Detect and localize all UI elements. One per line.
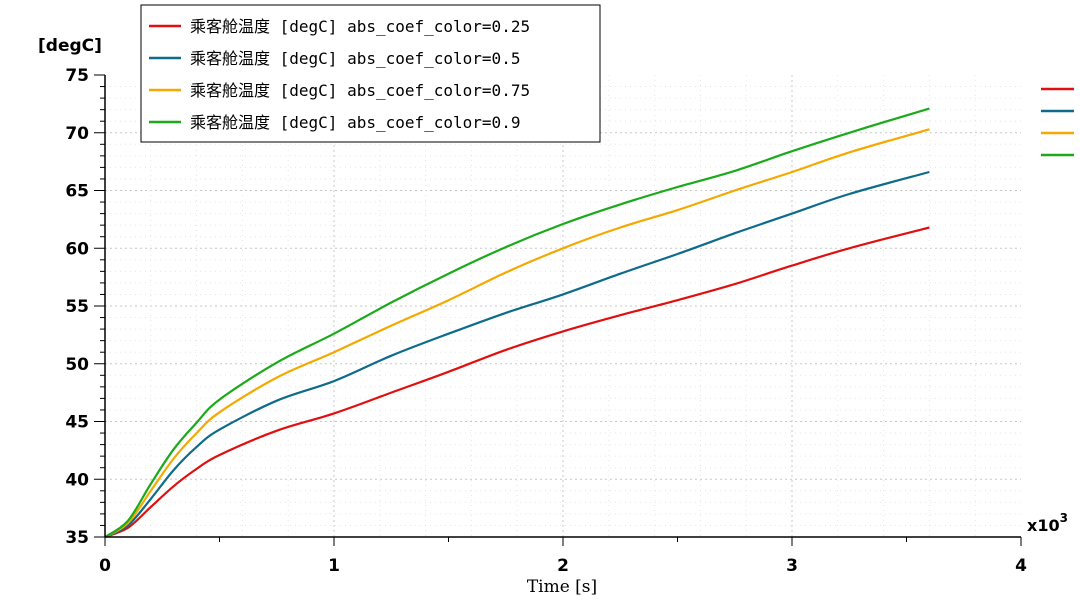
series-lines <box>104 107 930 539</box>
axes <box>94 74 1022 546</box>
series-line-3 <box>104 128 930 538</box>
legend-entry-label: 乘客舱温度 [degC] abs_coef_color=0.5 <box>190 49 520 68</box>
legend: 乘客舱温度 [degC] abs_coef_color=0.25 乘客舱温度 [d… <box>140 4 601 143</box>
y-tick-label: 35 <box>65 528 89 548</box>
y-axis-unit-label: [degC] <box>38 36 102 56</box>
series-line-2 <box>104 170 930 539</box>
legend-entry-label: 乘客舱温度 [degC] abs_coef_color=0.9 <box>190 113 520 132</box>
legend-entry-label: 乘客舱温度 [degC] abs_coef_color=0.25 <box>190 17 530 36</box>
legend-box <box>140 4 601 143</box>
y-tick-label: 40 <box>65 470 89 490</box>
y-tick-label: 45 <box>65 413 89 433</box>
x-tick-label: 2 <box>557 556 569 576</box>
legend-entry-label: 乘客舱温度 [degC] abs_coef_color=0.75 <box>190 81 530 100</box>
y-tick-label: 65 <box>65 182 89 202</box>
x-axis-label: Time [s] <box>527 577 597 597</box>
x-axis-multiplier: x103 <box>1027 511 1068 535</box>
y-tick-label: 60 <box>65 239 89 259</box>
x-tick-label: 1 <box>328 556 340 576</box>
series-line-4 <box>104 107 930 538</box>
y-tick-label: 50 <box>65 355 89 375</box>
x-tick-label: 0 <box>99 556 111 576</box>
tick-labels: 35 40 45 50 55 60 65 70 75 0 1 2 3 4 <box>65 66 1027 576</box>
series-line-1 <box>104 226 930 539</box>
y-tick-label: 75 <box>65 66 89 86</box>
x-tick-label: 3 <box>786 556 798 576</box>
legend-swatches-right <box>1041 87 1074 157</box>
y-tick-label: 70 <box>65 124 89 144</box>
x-tick-label: 4 <box>1015 556 1027 576</box>
y-tick-label: 55 <box>65 297 89 317</box>
